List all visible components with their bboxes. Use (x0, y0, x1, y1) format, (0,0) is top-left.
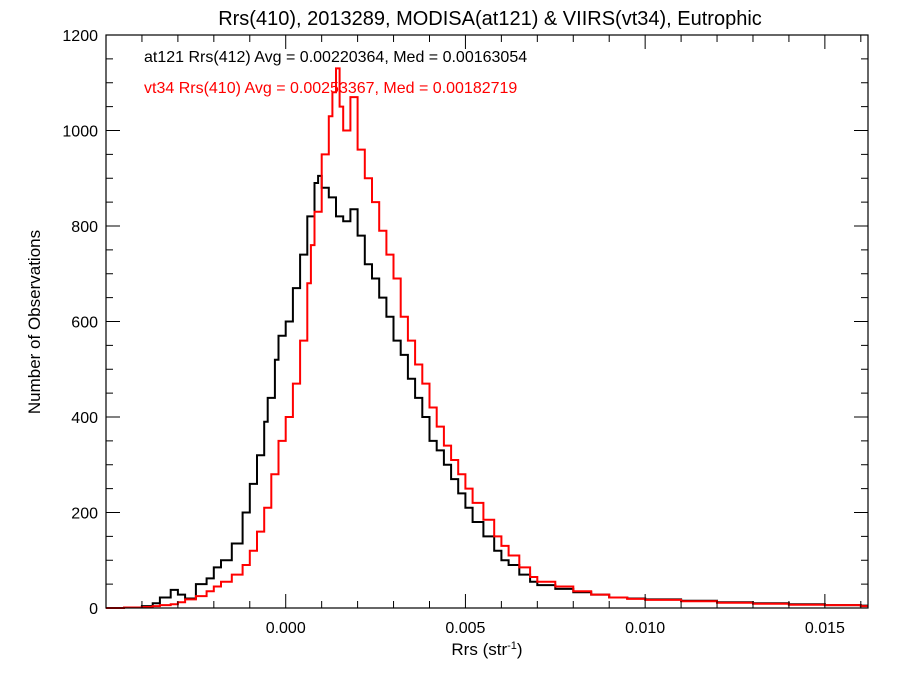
x-axis-label: Rrs (str-1) (451, 640, 522, 659)
chart-title: Rrs(410), 2013289, MODISA(at121) & VIIRS… (218, 8, 762, 30)
x-axis-label-main: Rrs (str (451, 640, 507, 659)
annotation-vt34: vt34 Rrs(410) Avg = 0.00253367, Med = 0.… (144, 80, 517, 97)
y-tick-label: 0 (89, 601, 98, 618)
x-tick-label: 0.010 (625, 620, 665, 637)
histogram-series-0 (106, 174, 868, 609)
x-tick-label: 0.000 (266, 620, 306, 637)
y-tick-label: 1200 (62, 28, 98, 45)
series-layer (106, 67, 868, 609)
x-axis-label-superscript: -1 (507, 640, 517, 652)
x-tick-label: 0.015 (805, 620, 845, 637)
histogram-series-1 (106, 67, 868, 609)
y-tick-label: 200 (71, 506, 98, 523)
x-axis-label-close: ) (517, 640, 523, 659)
y-axis-label: Number of Observations (25, 230, 44, 414)
annotation-at121: at121 Rrs(412) Avg = 0.00220364, Med = 0… (144, 49, 527, 66)
y-tick-label: 800 (71, 219, 98, 236)
y-tick-label: 600 (71, 315, 98, 332)
y-tick-label: 1000 (62, 124, 98, 141)
ticks-layer: 0 200 400 600 800 1000 1200 0.000 0.005 0.010 0.01… (62, 28, 868, 637)
y-tick-label: 400 (71, 410, 98, 427)
x-tick-label: 0.005 (445, 620, 485, 637)
